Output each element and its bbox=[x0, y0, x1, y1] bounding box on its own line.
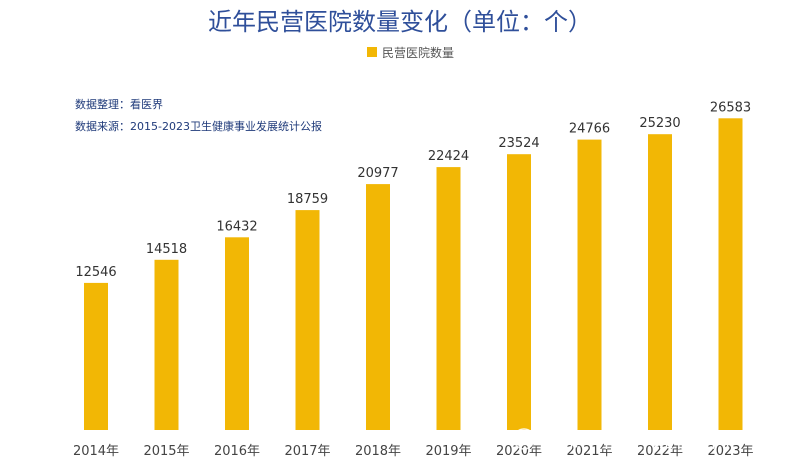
legend-swatch bbox=[367, 47, 377, 57]
bar-2022年 bbox=[648, 134, 672, 430]
x-tick-2022年: 2022年 bbox=[637, 444, 683, 459]
bar-2021年 bbox=[577, 139, 602, 430]
x-tick-2020年: 2020年 bbox=[496, 444, 542, 459]
legend: 民营医院数量 bbox=[367, 45, 454, 60]
compiler-note: 数据整理：看医界 bbox=[75, 97, 163, 111]
bar-2020年 bbox=[507, 154, 531, 430]
snowball-logo-icon bbox=[513, 428, 535, 450]
value-label-2015年: 14518 bbox=[146, 242, 187, 257]
bar-2019年 bbox=[436, 167, 461, 430]
value-label-2014年: 12546 bbox=[75, 265, 116, 280]
value-label-2023年: 26583 bbox=[710, 100, 751, 115]
x-tick-2014年: 2014年 bbox=[73, 444, 119, 459]
value-label-2018年: 20977 bbox=[357, 166, 398, 181]
value-label-2022年: 25230 bbox=[639, 116, 680, 131]
legend-label: 民营医院数量 bbox=[382, 45, 454, 60]
value-label-2016年: 16432 bbox=[216, 219, 257, 234]
x-tick-2018年: 2018年 bbox=[355, 444, 401, 459]
value-label-2019年: 22424 bbox=[428, 149, 469, 164]
x-tick-2017年: 2017年 bbox=[284, 444, 330, 459]
bar-2018年 bbox=[366, 184, 390, 430]
bar-2014年 bbox=[84, 282, 108, 430]
watermark-text: 雪球：不理不理右卫门 bbox=[540, 430, 730, 452]
chart-title: 近年民营医院数量变化（单位：个） bbox=[208, 8, 592, 36]
x-tick-2019年: 2019年 bbox=[425, 444, 471, 459]
value-label-2017年: 18759 bbox=[287, 192, 328, 207]
source-note: 数据来源：2015-2023卫生健康事业发展统计公报 bbox=[75, 119, 322, 133]
x-axis-tick-labels: 2014年 2015年 2016年 2017年 2018年 2019年 2020年 2021年… bbox=[73, 444, 754, 459]
x-tick-2023年: 2023年 bbox=[707, 444, 753, 459]
bars-group bbox=[84, 118, 743, 431]
bar-2017年 bbox=[295, 210, 320, 430]
value-label-2020年: 23524 bbox=[498, 136, 539, 151]
x-tick-2016年: 2016年 bbox=[214, 444, 260, 459]
watermark: 雪球：不理不理右卫门 bbox=[513, 428, 730, 452]
value-label-2021年: 24766 bbox=[569, 122, 610, 137]
value-labels-group: 12546 14518 16432 18759 20977 22424 23524 24766… bbox=[75, 100, 751, 280]
bar-2023年 bbox=[718, 118, 743, 431]
bar-2016年 bbox=[225, 237, 249, 430]
bar-2015年 bbox=[154, 259, 179, 430]
x-tick-2021年: 2021年 bbox=[566, 444, 612, 459]
x-tick-2015年: 2015年 bbox=[143, 444, 189, 459]
